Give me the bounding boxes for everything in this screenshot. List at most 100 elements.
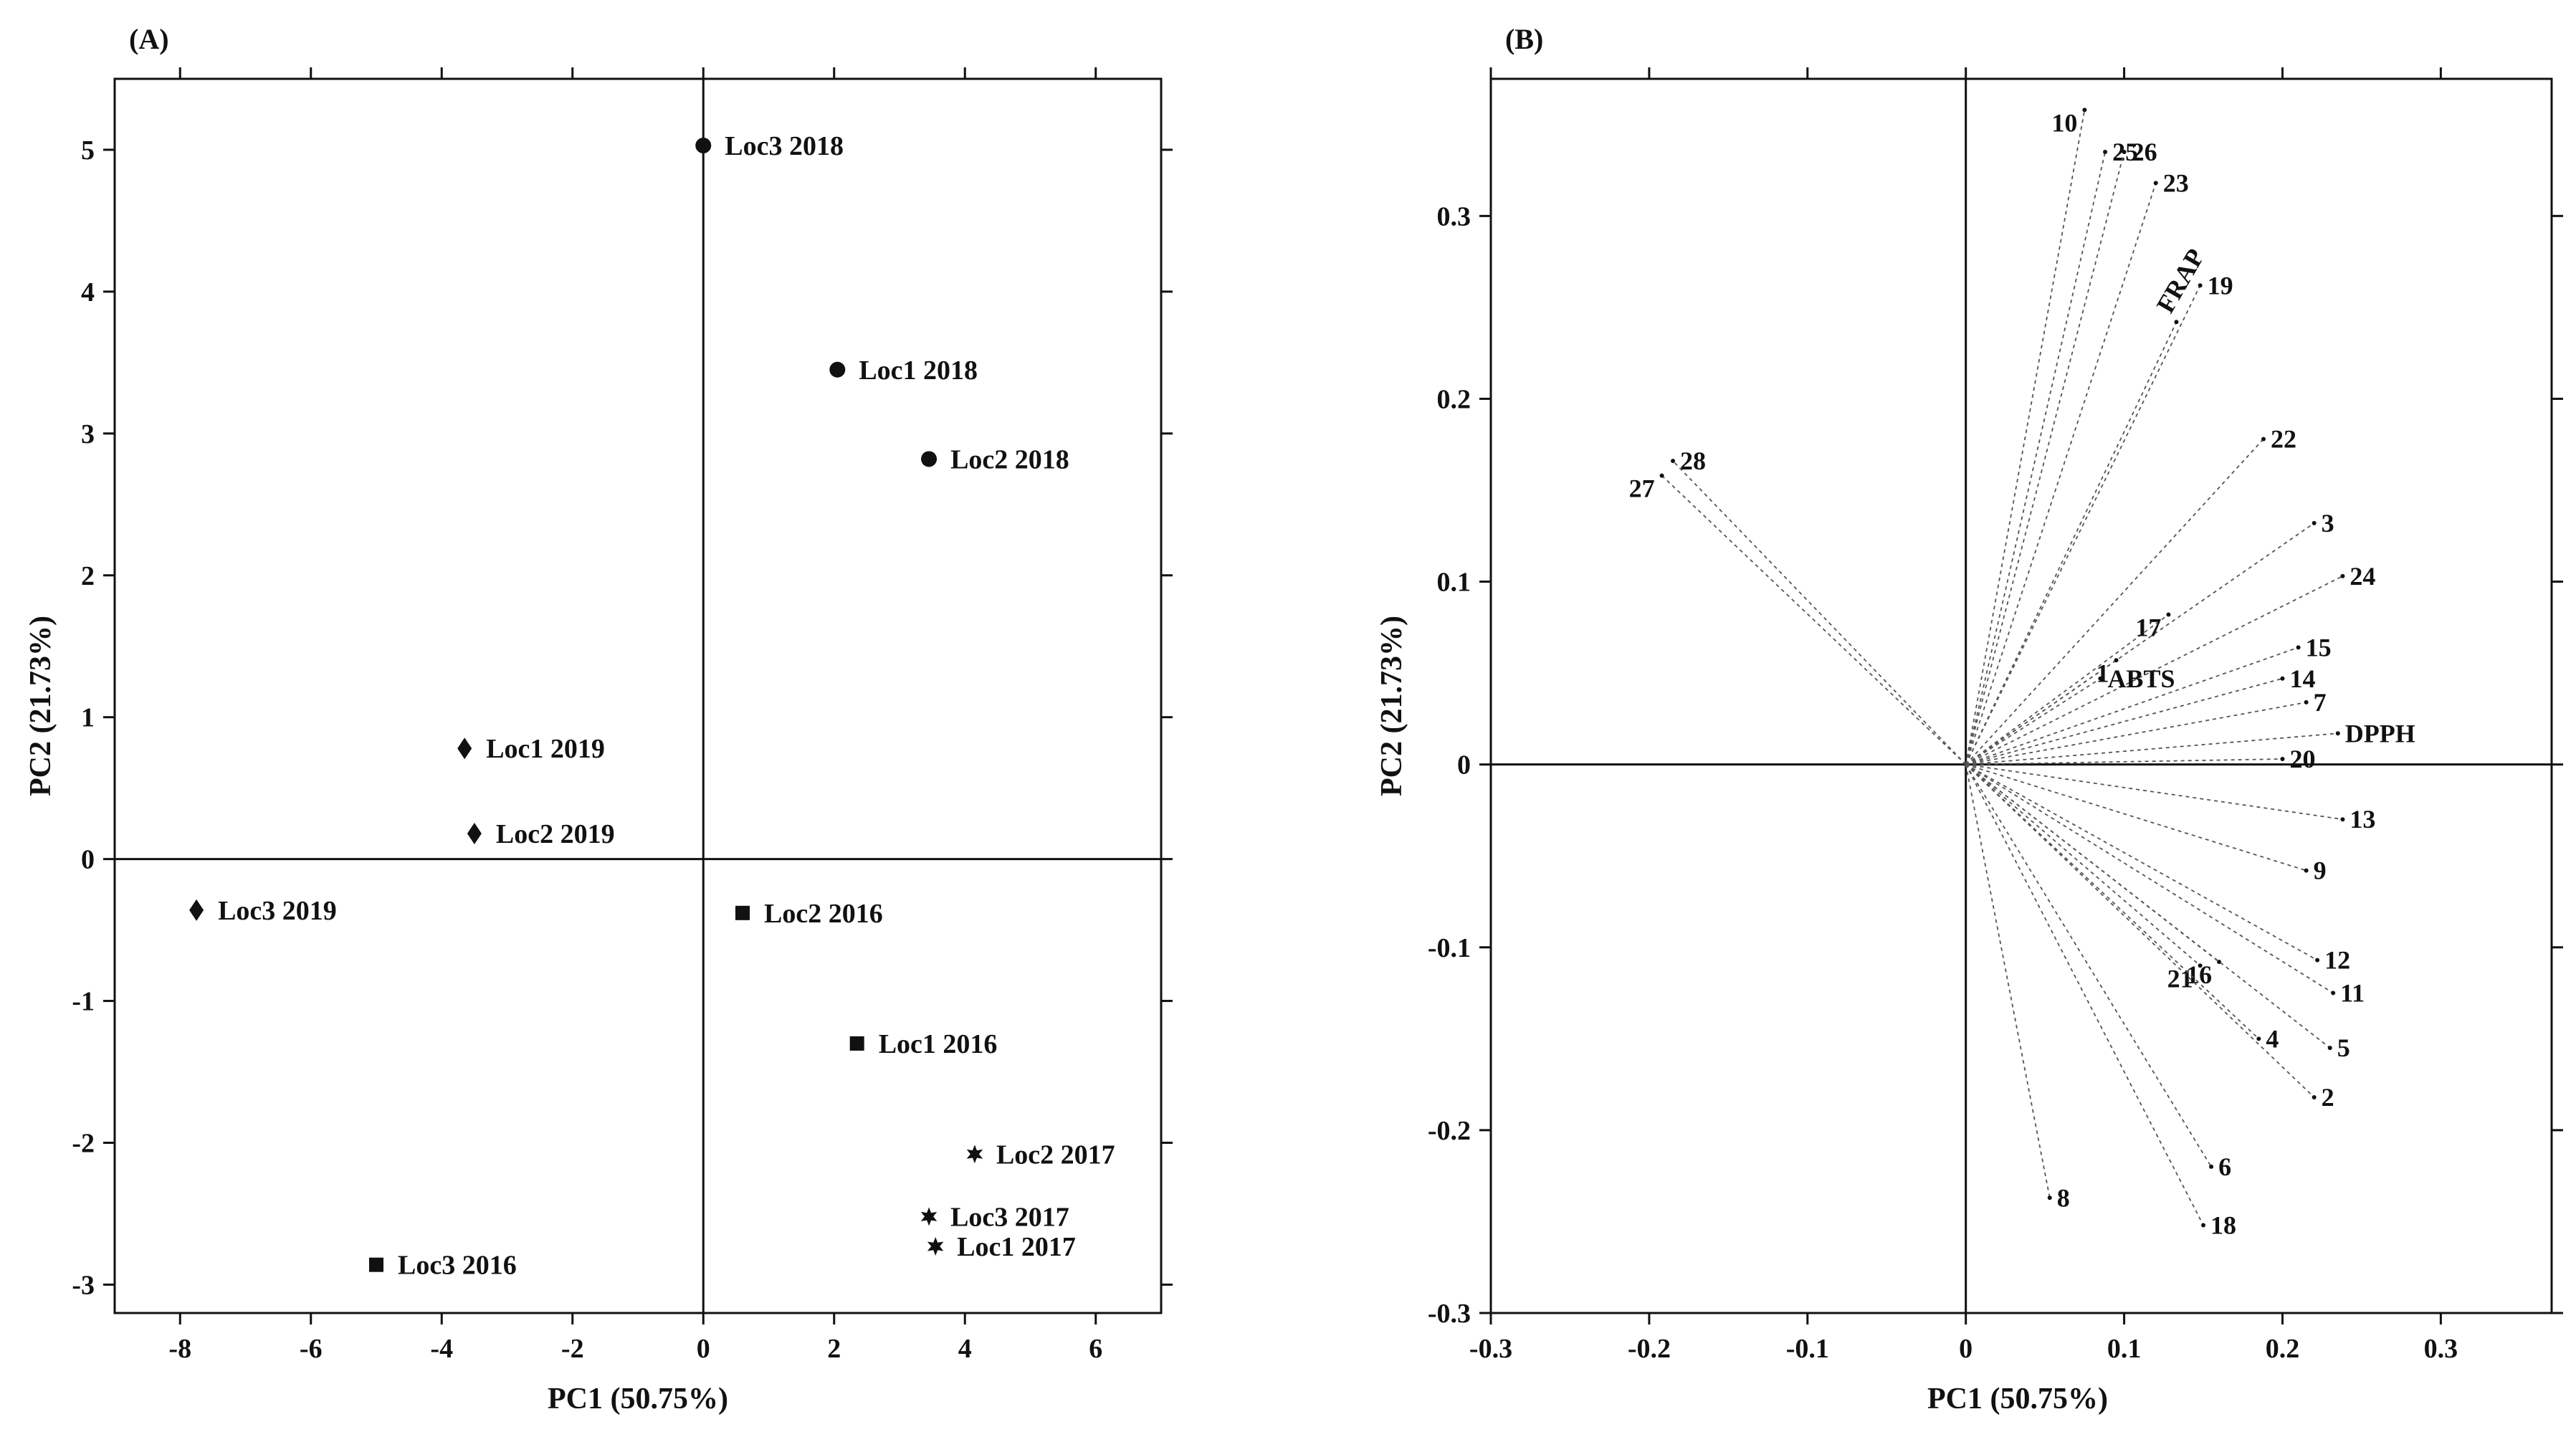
score-point: Loc3 2017 — [920, 1202, 1069, 1232]
loading-vector-tip — [2340, 573, 2345, 578]
loading-vector-label: 24 — [2350, 562, 2375, 591]
loading-vector-tip — [2198, 963, 2203, 968]
panel-a-x-axis-title: PC1 (50.75%) — [548, 1383, 728, 1415]
loading-vector-label: 26 — [2132, 138, 2157, 166]
panel-a-x-tick-label: 2 — [827, 1334, 841, 1364]
loading-vector-line — [1965, 764, 2315, 1098]
loading-vector: 2 — [1965, 764, 2334, 1112]
score-point: Loc1 2018 — [829, 355, 978, 386]
score-point: Loc2 2017 — [966, 1140, 1115, 1170]
loading-vector: 28 — [1671, 447, 1967, 765]
loading-vector-tip — [2103, 150, 2108, 155]
score-point-label: Loc3 2017 — [950, 1202, 1069, 1232]
loading-vector: 17 — [1965, 612, 2171, 765]
loading-vector-line — [1965, 764, 2259, 1039]
loading-vector-label: 5 — [2337, 1033, 2350, 1062]
loading-vector-line — [1965, 151, 2106, 765]
loading-vector-tip — [2304, 700, 2309, 705]
score-point-label: Loc1 2019 — [486, 734, 605, 764]
score-point-label: Loc2 2018 — [950, 444, 1069, 474]
loading-vector: 22 — [1965, 425, 2296, 765]
star-marker — [966, 1145, 983, 1164]
panel-a-y-tick-label: -2 — [72, 1128, 95, 1158]
loading-vector-line — [1965, 110, 2086, 765]
panel-b-x-tick-label: 0.1 — [2107, 1334, 2142, 1364]
loading-vector-tip — [2331, 990, 2336, 996]
panel-a-y-tick-label: 1 — [81, 703, 95, 733]
panel-a-y-tick-label: 0 — [81, 845, 95, 875]
score-point-label: Loc1 2017 — [957, 1232, 1076, 1262]
loading-vector-line — [1965, 522, 2315, 765]
loading-vector-line — [1965, 763, 2307, 872]
loading-vector-label: 3 — [2322, 509, 2334, 538]
panel-b-x-tick-label: 0.3 — [2424, 1334, 2458, 1364]
loading-vector-line — [1661, 474, 1967, 765]
loading-vector: 4 — [1965, 764, 2279, 1053]
panel-a-x-tick-label: -4 — [430, 1334, 453, 1364]
panel-b-loading-plot: (B) -0.3 -0.2 -0.1 0 0.1 0.2 0.3 -0.3 -0.2 -0.1 0 0… — [1375, 23, 2563, 1415]
loading-vector: 14 — [1965, 664, 2315, 765]
panel-a-y-axis-title: PC2 (21.73%) — [24, 616, 57, 796]
loading-vector-line — [1965, 285, 2201, 765]
loading-vector-tip — [2261, 436, 2266, 441]
loading-vector-line — [1965, 151, 2125, 765]
loading-vector-line — [1965, 183, 2157, 765]
score-point: Loc3 2018 — [695, 131, 844, 161]
loading-vector-tip — [2312, 1094, 2317, 1099]
panel-a-x-tick-label: -6 — [300, 1334, 323, 1364]
loading-vector-tip — [2153, 181, 2158, 186]
loading-vector: 6 — [1965, 764, 2231, 1181]
loading-vector: 7 — [1965, 688, 2327, 765]
loading-vector-line — [1965, 702, 2307, 765]
loading-vector-line — [1965, 659, 2117, 765]
loading-vector-line — [1965, 763, 2343, 821]
score-point: Loc3 2019 — [189, 896, 337, 926]
loading-vector-label: ABTS — [2107, 664, 2175, 693]
loading-vector-label: 20 — [2289, 745, 2315, 773]
loading-vector-label: DPPH — [2345, 719, 2415, 748]
loading-vector-tip — [1659, 473, 1664, 478]
loading-vector-tip — [2201, 1223, 2206, 1228]
score-point-label: Loc2 2016 — [764, 899, 883, 929]
loading-vector-line — [1965, 732, 2338, 765]
panel-a-y-tick-label: 4 — [81, 277, 95, 307]
panel-a-x-tick-label: 6 — [1089, 1334, 1102, 1364]
panel-b-x-tick-label: -0.2 — [1628, 1334, 1671, 1364]
loading-vector: 24 — [1965, 562, 2375, 765]
loading-vector: 13 — [1965, 763, 2375, 834]
square-marker — [849, 1036, 864, 1051]
panel-a-y-tick-label: -1 — [72, 987, 95, 1017]
panel-a-y-tick-label: -3 — [72, 1270, 95, 1300]
panel-a-x-tick-label: 0 — [697, 1334, 710, 1364]
panel-b-y-tick-label: -0.1 — [1428, 933, 1471, 963]
loading-vector-line — [1965, 763, 2318, 961]
loading-vector-label: 13 — [2350, 805, 2375, 834]
loading-vector-label: 12 — [2324, 946, 2350, 975]
panel-b-x-tick-label: 0.2 — [2266, 1334, 2300, 1364]
panel-a-frame — [113, 77, 1163, 1314]
loading-vector-label: 27 — [1629, 474, 1655, 503]
diamond-marker — [457, 737, 472, 760]
loading-vector-line — [1965, 763, 2201, 966]
panel-a-label: (A) — [129, 23, 169, 55]
panel-a-x-tick-label: 4 — [958, 1334, 972, 1364]
panel-b-y-tick-label: 0.1 — [1437, 568, 1471, 598]
star-marker — [927, 1237, 944, 1256]
loading-vector-tip — [2304, 868, 2309, 873]
loading-vector-label: 14 — [2289, 664, 2315, 693]
loading-vector-label: 2 — [2322, 1083, 2334, 1112]
loading-vector-label: 28 — [1680, 447, 1706, 475]
score-point: Loc2 2018 — [921, 444, 1069, 474]
score-point-label: Loc1 2018 — [859, 355, 978, 386]
score-point: Loc2 2016 — [735, 899, 883, 929]
loading-vector-label: 4 — [2266, 1024, 2279, 1053]
loading-vector-tip — [2198, 283, 2203, 288]
score-point: Loc2 2019 — [467, 819, 615, 849]
loading-vector-tip — [2114, 658, 2119, 663]
panel-b-label: (B) — [1505, 23, 1543, 55]
score-point-label: Loc1 2016 — [879, 1029, 998, 1059]
loading-vector-line — [1965, 677, 2283, 765]
score-point: Loc1 2017 — [927, 1232, 1076, 1262]
loading-vector: 3 — [1965, 509, 2334, 765]
diamond-marker — [189, 899, 204, 921]
